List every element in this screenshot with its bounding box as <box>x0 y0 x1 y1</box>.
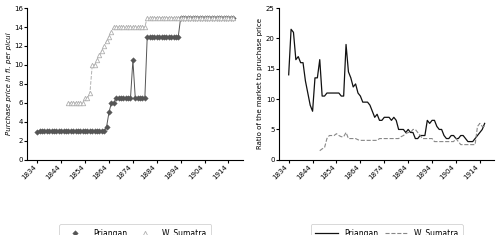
Priangan <box>405 128 411 131</box>
Priangan <box>317 58 323 61</box>
W. Sumatra <box>230 16 236 19</box>
Priangan <box>176 35 182 38</box>
Line: W. Sumatra: W. Sumatra <box>320 123 484 151</box>
Y-axis label: Purchase price in fl. per picul: Purchase price in fl. per picul <box>6 33 12 135</box>
Priangan <box>441 134 447 137</box>
W. Sumatra <box>458 143 464 146</box>
Priangan <box>190 16 196 19</box>
W. Sumatra <box>482 125 488 128</box>
Priangan <box>286 73 292 76</box>
Priangan <box>230 16 236 19</box>
Legend: Priangan, W. Sumatra: Priangan, W. Sumatra <box>311 224 462 235</box>
W. Sumatra <box>208 16 214 19</box>
W. Sumatra <box>116 26 121 28</box>
Priangan <box>328 92 334 94</box>
W. Sumatra <box>338 135 344 138</box>
Priangan <box>429 119 435 122</box>
W. Sumatra <box>477 122 483 125</box>
W. Sumatra <box>206 16 212 19</box>
W. Sumatra <box>456 140 462 143</box>
Line: W. Sumatra: W. Sumatra <box>66 15 235 105</box>
W. Sumatra <box>104 40 110 43</box>
W. Sumatra <box>367 139 373 142</box>
Priangan <box>46 130 52 133</box>
Line: Priangan: Priangan <box>288 29 484 142</box>
Priangan <box>482 122 488 125</box>
W. Sumatra <box>408 131 414 134</box>
Y-axis label: Ratio of the market to pruchase price: Ratio of the market to pruchase price <box>257 18 263 149</box>
Priangan <box>178 16 184 19</box>
W. Sumatra <box>355 138 361 141</box>
Priangan <box>288 28 294 31</box>
W. Sumatra <box>317 149 323 152</box>
Line: Priangan: Priangan <box>36 16 235 134</box>
Priangan <box>75 130 81 133</box>
Legend: Priangan, W. Sumatra: Priangan, W. Sumatra <box>60 224 211 235</box>
W. Sumatra <box>87 92 93 95</box>
W. Sumatra <box>66 102 71 104</box>
Priangan <box>152 35 158 38</box>
W. Sumatra <box>144 16 150 19</box>
Priangan <box>465 140 471 143</box>
Priangan <box>300 61 306 64</box>
Priangan <box>63 130 69 133</box>
Priangan <box>34 131 40 134</box>
W. Sumatra <box>158 16 164 19</box>
